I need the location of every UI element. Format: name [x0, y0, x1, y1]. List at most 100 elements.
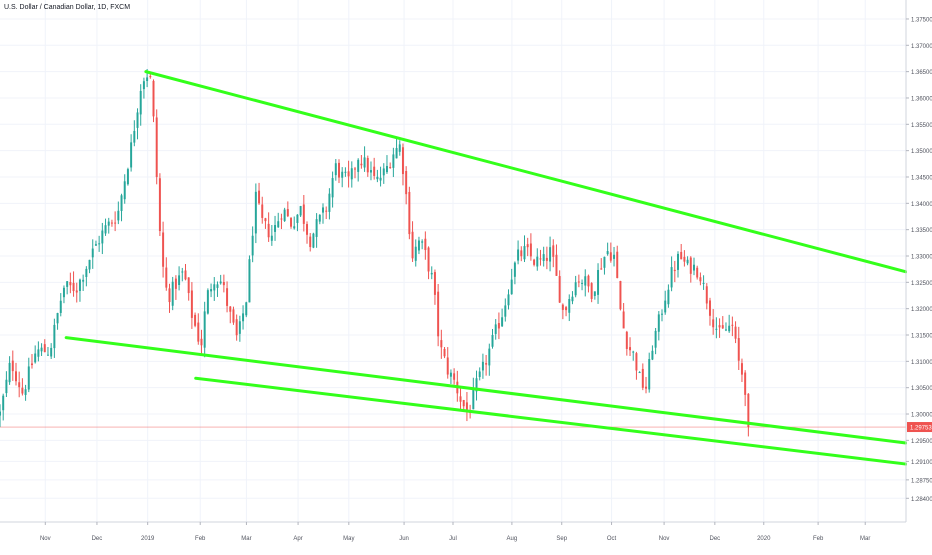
candle	[587, 275, 590, 287]
candle	[168, 288, 171, 303]
candle	[462, 400, 465, 407]
candle	[24, 389, 27, 395]
candle	[353, 168, 356, 170]
candle	[270, 235, 273, 241]
candle	[408, 191, 411, 235]
candle	[680, 251, 683, 260]
candle	[600, 268, 603, 270]
candle	[561, 304, 564, 310]
candle	[734, 326, 737, 339]
candle	[651, 350, 654, 360]
candle	[334, 163, 337, 176]
candle	[699, 277, 702, 282]
candle	[133, 130, 136, 143]
candle	[440, 340, 443, 348]
candle	[27, 366, 30, 390]
candle	[126, 169, 129, 185]
candle	[670, 267, 673, 288]
candle	[206, 290, 209, 314]
trendline-upper[interactable]	[144, 70, 908, 274]
candle	[590, 283, 593, 299]
candle	[689, 257, 692, 274]
candle	[673, 269, 676, 272]
candle	[194, 314, 197, 326]
candle	[350, 168, 353, 180]
candle	[5, 379, 8, 394]
candle	[238, 321, 241, 334]
candle	[322, 207, 324, 213]
candle	[523, 246, 526, 260]
candle	[609, 252, 612, 261]
candle	[8, 362, 11, 383]
candle	[203, 311, 206, 348]
candle	[363, 157, 366, 168]
candle	[645, 386, 648, 389]
candle	[597, 269, 600, 295]
candle	[62, 287, 65, 298]
x-tick-label: Mar	[241, 536, 251, 542]
candle	[488, 348, 491, 366]
candle	[539, 258, 542, 260]
y-tick-label: 1.31000	[911, 360, 932, 366]
candle	[529, 243, 532, 257]
candle	[661, 313, 663, 315]
candle	[465, 402, 468, 412]
candle	[139, 90, 142, 115]
x-tick-label: Nov	[40, 536, 51, 542]
candle	[46, 354, 49, 356]
candle	[248, 259, 251, 303]
candle	[692, 264, 695, 271]
candle	[392, 154, 395, 168]
candle	[277, 221, 280, 228]
trendline-lower-2[interactable]	[194, 376, 908, 466]
candle	[395, 148, 398, 159]
candle	[577, 281, 580, 283]
candle	[478, 371, 481, 378]
candle	[264, 218, 267, 222]
candle	[59, 300, 62, 313]
candle	[696, 267, 699, 278]
candle	[373, 166, 376, 176]
candle	[382, 168, 385, 176]
candle	[258, 190, 261, 204]
y-tick-label: 1.28750	[911, 478, 932, 484]
candle	[526, 244, 529, 248]
candle	[497, 323, 500, 329]
candle	[494, 324, 497, 334]
chart-title: U.S. Dollar / Canadian Dollar, 1D, FXCM	[4, 4, 131, 11]
price-axis[interactable]	[907, 0, 932, 550]
candle	[2, 395, 5, 411]
candle	[34, 353, 37, 363]
candle	[181, 271, 184, 273]
candle	[280, 218, 283, 220]
y-tick-label: 1.37500	[911, 17, 932, 23]
candle	[475, 378, 478, 392]
candle	[40, 347, 43, 352]
candle	[430, 272, 433, 275]
candle	[427, 247, 430, 272]
candle	[632, 351, 635, 353]
candle	[504, 305, 507, 317]
candle	[737, 338, 740, 361]
candle	[69, 281, 72, 286]
candle	[72, 282, 75, 292]
y-tick-label: 1.37000	[911, 44, 932, 50]
y-tick-label: 1.34000	[911, 202, 932, 208]
candle	[481, 361, 484, 371]
candle	[533, 259, 536, 265]
candle	[437, 291, 440, 337]
candle	[242, 313, 245, 322]
candle	[85, 268, 88, 277]
candle	[245, 302, 248, 316]
y-tick-label: 1.36000	[911, 96, 932, 102]
x-tick-label: 2019	[141, 536, 155, 542]
candle	[398, 144, 401, 152]
candle	[721, 325, 724, 329]
trendline-lower-1[interactable]	[64, 336, 908, 445]
candle	[379, 177, 382, 181]
candle	[705, 286, 708, 304]
candle	[453, 373, 456, 380]
y-tick-label: 1.33500	[911, 228, 932, 234]
